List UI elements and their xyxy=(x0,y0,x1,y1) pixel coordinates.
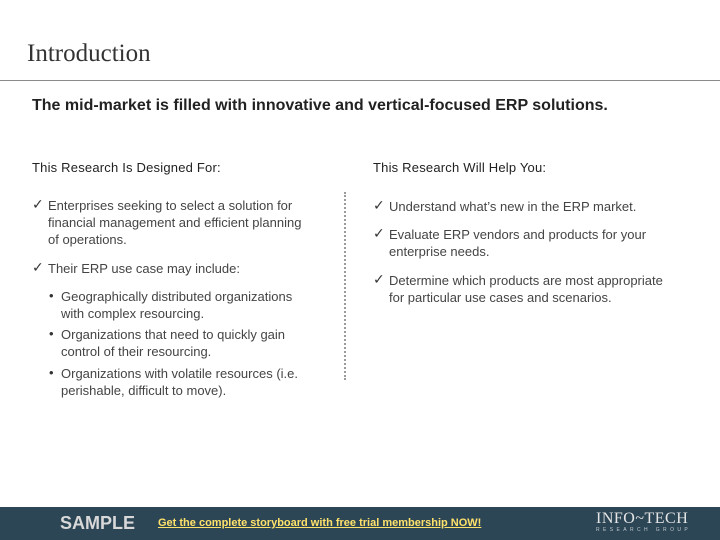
left-bullet-3: • Organizations with volatile resources … xyxy=(49,365,341,399)
bullet-line: control of their resourcing. xyxy=(61,344,212,359)
check-icon: ✓ xyxy=(373,198,385,214)
bullet-line: Organizations with volatile resources (i… xyxy=(61,366,298,381)
left-check-item-2: ✓ Their ERP use case may include: xyxy=(32,260,348,277)
bullet-line: perishable, difficult to move). xyxy=(61,383,227,398)
left-bullet-2: • Organizations that need to quickly gai… xyxy=(49,326,341,360)
check-icon: ✓ xyxy=(373,226,385,242)
right-column-heading: This Research Will Help You: xyxy=(373,160,547,175)
item-line: Evaluate ERP vendors and products for yo… xyxy=(389,227,647,242)
item-line: of operations. xyxy=(48,232,127,247)
left-check-item-1: ✓ Enterprises seeking to select a soluti… xyxy=(32,197,348,248)
bullet-icon: • xyxy=(49,326,54,341)
item-line: Their ERP use case may include: xyxy=(48,261,240,276)
bullet-icon: • xyxy=(49,288,54,303)
sample-label: SAMPLE xyxy=(60,513,136,533)
title-rule xyxy=(0,80,720,81)
check-icon: ✓ xyxy=(32,260,44,276)
item-line: Determine which products are most approp… xyxy=(389,273,663,288)
right-check-item-1: ✓ Understand what’s new in the ERP marke… xyxy=(373,198,709,215)
item-line: Understand what’s new in the ERP market. xyxy=(389,199,637,214)
check-icon: ✓ xyxy=(32,197,44,213)
left-bullet-1: • Geographically distributed organizatio… xyxy=(49,288,341,322)
check-icon: ✓ xyxy=(373,272,385,288)
bullet-line: Organizations that need to quickly gain xyxy=(61,327,286,342)
footer-banner: SAMPLE Get the complete storyboard with … xyxy=(0,507,720,540)
slide-headline: The mid-market is filled with innovative… xyxy=(32,97,608,114)
item-line: financial management and efficient plann… xyxy=(48,215,302,230)
bullet-line: with complex resourcing. xyxy=(61,306,205,321)
right-check-item-3: ✓ Determine which products are most appr… xyxy=(373,272,719,306)
info-tech-logo: INFO~TECH RESEARCH GROUP xyxy=(596,510,706,538)
slide-title: Introduction xyxy=(27,40,151,67)
column-divider xyxy=(344,192,348,380)
bullet-line: Geographically distributed organizations xyxy=(61,289,293,304)
left-column-heading: This Research Is Designed For: xyxy=(32,160,221,175)
logo-subtitle: RESEARCH GROUP xyxy=(596,527,692,533)
item-line: for particular use cases and scenarios. xyxy=(389,290,612,305)
item-line: enterprise needs. xyxy=(389,244,490,259)
bullet-icon: • xyxy=(49,365,54,380)
item-line: Enterprises seeking to select a solution… xyxy=(48,198,293,213)
right-check-item-2: ✓ Evaluate ERP vendors and products for … xyxy=(373,226,709,260)
logo-wordmark: INFO~TECH xyxy=(596,510,689,527)
trial-membership-link[interactable]: Get the complete storyboard with free tr… xyxy=(158,517,482,529)
